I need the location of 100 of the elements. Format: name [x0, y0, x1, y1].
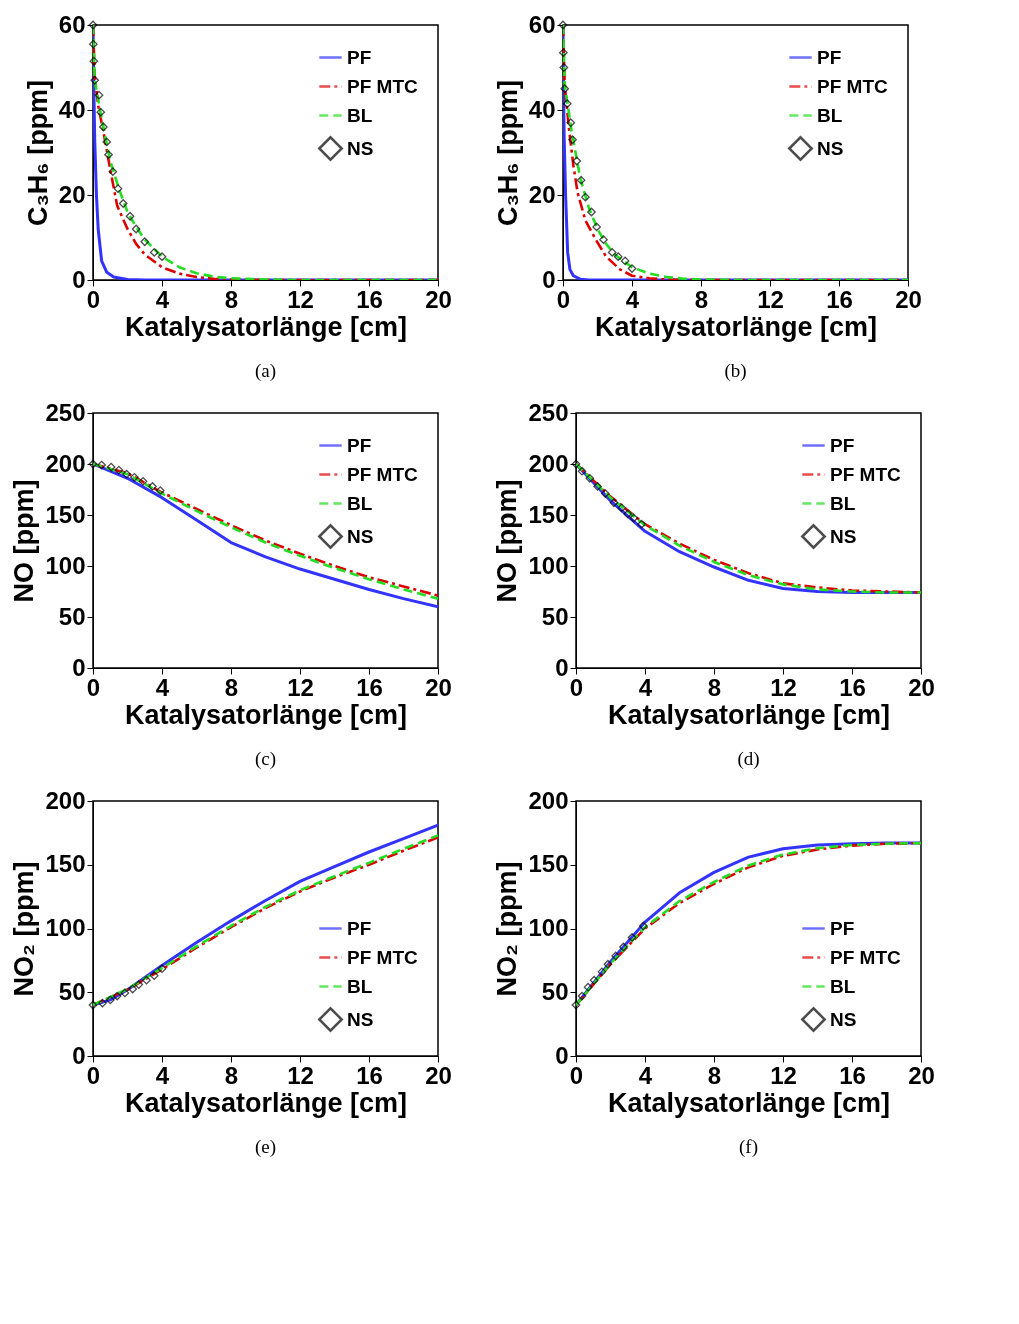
text: (b) [724, 360, 747, 382]
legend-label: BL [830, 492, 856, 514]
point [560, 84, 570, 94]
point [122, 469, 131, 479]
y-axis-title: NO₂ [ppm] [492, 861, 523, 997]
point [576, 175, 586, 185]
y-tick-label: 20 [58, 180, 86, 208]
point [98, 998, 107, 1008]
y-tick-label: 50 [541, 602, 569, 630]
legend-label: PF [347, 917, 372, 939]
point [607, 248, 617, 257]
point [98, 122, 108, 132]
point [620, 256, 630, 266]
legend-label: PF MTC [347, 463, 418, 485]
y-tick-label: 100 [45, 914, 86, 941]
x-axis-title: Katalysatorlänge [cm] [607, 1087, 891, 1118]
x-tick-label: 4 [155, 1061, 170, 1089]
y-tick-label: 100 [528, 551, 569, 579]
x-tick-label: 4 [638, 673, 653, 701]
y-tick-label: 60 [58, 10, 86, 38]
point [112, 991, 122, 1001]
point [600, 489, 610, 498]
text: (f) [739, 1136, 758, 1158]
x-tick-label: 4 [638, 1061, 653, 1089]
point [611, 951, 621, 961]
legend-label: PF MTC [830, 946, 901, 968]
legend-label: PF MTC [347, 75, 418, 97]
point [562, 99, 572, 108]
x-axis-title: Katalysatorlänge [cm] [124, 1087, 408, 1118]
legend-label: PF [830, 434, 855, 456]
point [585, 473, 595, 483]
y-tick-label: 40 [58, 95, 86, 123]
point [128, 984, 138, 994]
text: (e) [254, 1136, 277, 1158]
x-tick-label: 12 [287, 1061, 314, 1089]
y-tick-label: 200 [528, 786, 569, 814]
point [157, 252, 167, 261]
point [603, 959, 613, 969]
y-tick-label: 200 [528, 449, 569, 477]
point [89, 56, 99, 66]
point [637, 519, 646, 529]
point [134, 980, 144, 989]
point [572, 156, 582, 166]
y-tick-label: 50 [58, 977, 86, 1005]
y-tick-label: 150 [528, 850, 569, 878]
point [104, 150, 113, 159]
legend-label: NS [830, 525, 857, 547]
y-tick-label: 0 [72, 1041, 86, 1069]
x-tick-label: 12 [770, 1061, 797, 1089]
x-tick-label: 12 [287, 673, 314, 701]
y-tick-label: 60 [528, 10, 556, 38]
legend-label: BL [347, 104, 373, 126]
point [568, 135, 577, 145]
x-tick-label: 12 [757, 285, 784, 313]
point [149, 971, 159, 981]
point [88, 39, 98, 49]
point [94, 90, 104, 100]
y-tick-label: 20 [528, 180, 556, 208]
point [88, 459, 98, 469]
x-tick-label: 20 [425, 285, 452, 313]
point [157, 964, 167, 974]
legend-label: NS [830, 1008, 857, 1030]
point [619, 942, 628, 952]
point [627, 933, 637, 942]
y-tick-label: 40 [528, 95, 556, 123]
point [149, 248, 159, 257]
y-tick-label: 100 [528, 914, 569, 941]
point [623, 509, 633, 519]
point [105, 995, 115, 1005]
x-tick-label: 4 [625, 285, 640, 313]
x-tick-label: 20 [425, 1061, 452, 1089]
point [571, 459, 581, 469]
x-axis-title: Katalysatorlänge [cm] [124, 311, 408, 342]
x-tick-label: 4 [155, 285, 170, 313]
x-tick-label: 8 [224, 673, 239, 701]
y-tick-label: 150 [528, 500, 569, 528]
point [108, 167, 118, 176]
y-tick-label: 250 [528, 398, 569, 426]
legend-label: PF MTC [830, 463, 901, 485]
x-axis-title: Katalysatorlänge [cm] [594, 311, 878, 342]
point [627, 264, 637, 273]
x-tick-label: 20 [908, 673, 935, 701]
point [599, 235, 608, 244]
legend-label: BL [830, 975, 856, 997]
y-tick-label: 0 [555, 1041, 569, 1069]
legend-label: PF MTC [347, 946, 418, 968]
legend-label: PF [817, 46, 842, 68]
point [155, 486, 165, 495]
x-tick-label: 8 [707, 1061, 722, 1089]
x-tick-label: 16 [839, 673, 866, 701]
point [90, 75, 100, 85]
y-tick-label: 0 [72, 653, 86, 681]
x-tick-label: 16 [356, 285, 383, 313]
x-tick-label: 16 [839, 1061, 866, 1089]
point [581, 192, 590, 202]
y-tick-label: 200 [45, 449, 86, 477]
point [118, 199, 128, 208]
x-tick-label: 4 [155, 673, 170, 701]
y-tick-label: 50 [58, 602, 86, 630]
x-tick-label: 8 [694, 285, 709, 313]
